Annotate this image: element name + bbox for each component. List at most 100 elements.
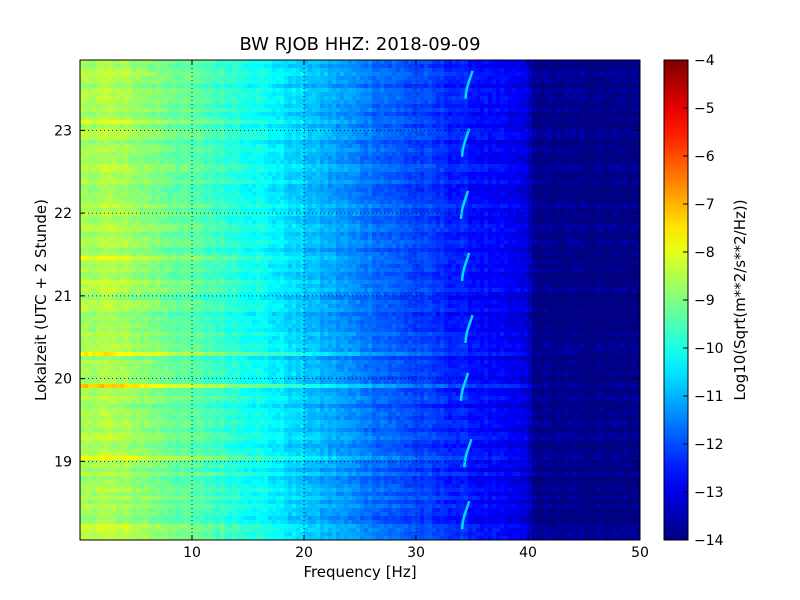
heatmap-cell (108, 196, 113, 201)
heatmap-cell (352, 88, 357, 93)
heatmap-cell (416, 60, 421, 65)
heatmap-cell (368, 96, 373, 101)
heatmap-cell (180, 64, 185, 69)
heatmap-cell (324, 124, 329, 129)
heatmap-cell (592, 104, 597, 109)
heatmap-cell (340, 88, 345, 93)
heatmap-cell (300, 136, 305, 141)
heatmap-cell (244, 196, 249, 201)
heatmap-cell (268, 84, 273, 89)
heatmap-cell (404, 172, 409, 177)
heatmap-cell (600, 88, 605, 93)
heatmap-cell (400, 128, 405, 133)
heatmap-cell (88, 144, 93, 149)
heatmap-cell (308, 128, 313, 133)
heatmap-cell (364, 136, 369, 141)
heatmap-cell (572, 76, 577, 81)
heatmap-cell (508, 80, 513, 85)
heatmap-cell (360, 140, 365, 145)
heatmap-cell (160, 116, 165, 121)
heatmap-cell (284, 140, 289, 145)
heatmap-cell (512, 176, 517, 181)
heatmap-cell (348, 116, 353, 121)
heatmap-cell (580, 184, 585, 189)
heatmap-cell (616, 168, 621, 173)
heatmap-cell (520, 120, 525, 125)
heatmap-cell (392, 152, 397, 157)
heatmap-cell (248, 100, 253, 105)
heatmap-cell (152, 132, 157, 137)
heatmap-cell (428, 164, 433, 169)
heatmap-cell (224, 196, 229, 201)
heatmap-cell (396, 120, 401, 125)
heatmap-cell (244, 88, 249, 93)
heatmap-cell (532, 64, 537, 69)
heatmap-cell (488, 104, 493, 109)
heatmap-cell (220, 128, 225, 133)
heatmap-cell (164, 76, 169, 81)
heatmap-cell (244, 104, 249, 109)
heatmap-cell (256, 124, 261, 129)
heatmap-cell (328, 132, 333, 137)
heatmap-cell (396, 160, 401, 165)
heatmap-cell (116, 124, 121, 129)
heatmap-cell (588, 128, 593, 133)
heatmap-cell (96, 112, 101, 117)
heatmap-cell (432, 164, 437, 169)
heatmap-cell (508, 76, 513, 81)
heatmap-cell (456, 120, 461, 125)
heatmap-cell (280, 192, 285, 197)
heatmap-cell (564, 196, 569, 201)
heatmap-cell (396, 88, 401, 93)
heatmap-cell (84, 80, 89, 85)
heatmap-cell (384, 116, 389, 121)
heatmap-cell (544, 192, 549, 197)
heatmap-cell (140, 72, 145, 77)
heatmap-cell (120, 60, 125, 65)
heatmap-cell (276, 176, 281, 181)
heatmap-cell (148, 120, 153, 125)
heatmap-cell (260, 188, 265, 193)
heatmap-cell (240, 168, 245, 173)
heatmap-cell (152, 112, 157, 117)
heatmap-cell (348, 72, 353, 77)
heatmap-cell (148, 156, 153, 161)
heatmap-cell (376, 92, 381, 97)
heatmap-cell (516, 96, 521, 101)
heatmap-cell (484, 108, 489, 113)
heatmap-cell (616, 100, 621, 105)
heatmap-cell (412, 156, 417, 161)
heatmap-cell (128, 184, 133, 189)
heatmap-cell (444, 132, 449, 137)
heatmap-cell (568, 192, 573, 197)
heatmap-cell (276, 160, 281, 165)
heatmap-cell (248, 112, 253, 117)
heatmap-cell (480, 188, 485, 193)
heatmap-cell (256, 132, 261, 137)
heatmap-cell (148, 100, 153, 105)
heatmap-cell (428, 72, 433, 77)
heatmap-cell (448, 68, 453, 73)
heatmap-cell (336, 108, 341, 113)
heatmap-cell (608, 180, 613, 185)
heatmap-cell (592, 60, 597, 65)
heatmap-cell (628, 108, 633, 113)
heatmap-cell (312, 172, 317, 177)
heatmap-cell (192, 180, 197, 185)
heatmap-cell (324, 140, 329, 145)
heatmap-cell (348, 60, 353, 65)
heatmap-cell (504, 96, 509, 101)
heatmap-cell (104, 136, 109, 141)
heatmap-cell (620, 132, 625, 137)
heatmap-cell (336, 104, 341, 109)
heatmap-cell (632, 108, 637, 113)
heatmap-cell (280, 164, 285, 169)
heatmap-cell (612, 120, 617, 125)
heatmap-cell (580, 96, 585, 101)
heatmap-cell (568, 132, 573, 137)
heatmap-cell (532, 76, 537, 81)
heatmap-cell (148, 92, 153, 97)
heatmap-cell (192, 108, 197, 113)
heatmap-cell (168, 176, 173, 181)
heatmap-cell (496, 64, 501, 69)
